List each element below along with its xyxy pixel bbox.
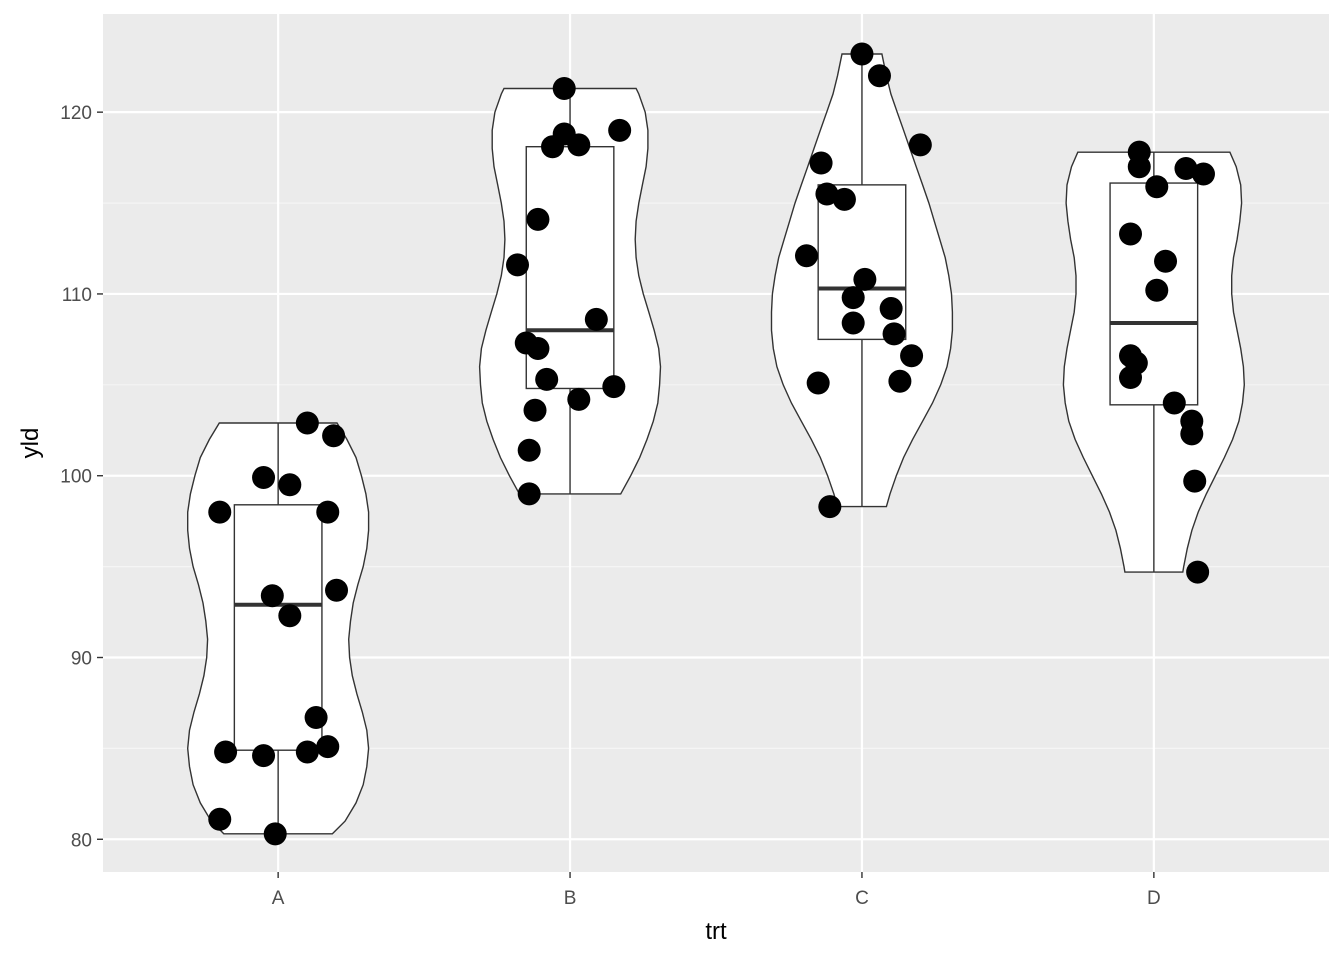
data-point-A-10 — [304, 705, 328, 729]
data-point-B-10 — [526, 336, 550, 360]
x-tick-label-C: C — [855, 888, 869, 909]
data-point-C-15 — [806, 371, 830, 395]
data-point-A-12 — [252, 744, 276, 768]
data-point-D-15 — [1183, 469, 1207, 493]
data-point-D-8 — [1145, 278, 1169, 302]
data-point-D-14 — [1180, 422, 1204, 446]
data-point-C-13 — [900, 344, 924, 368]
data-point-B-6 — [526, 207, 550, 231]
data-point-C-6 — [832, 187, 856, 211]
data-point-B-14 — [523, 398, 547, 422]
data-point-B-8 — [584, 307, 608, 331]
data-point-B-7 — [506, 253, 530, 277]
data-point-A-14 — [316, 735, 340, 759]
data-point-B-3 — [541, 135, 565, 159]
data-point-C-4 — [809, 151, 833, 175]
data-point-C-9 — [841, 286, 865, 310]
data-point-A-11 — [214, 740, 238, 764]
y-tick-label-90: 90 — [71, 649, 92, 670]
data-point-A-15 — [208, 807, 232, 831]
x-tick-label-B: B — [564, 888, 577, 909]
data-point-B-4 — [567, 133, 591, 157]
data-point-A-8 — [278, 604, 302, 628]
data-point-D-2 — [1127, 155, 1151, 179]
data-point-C-12 — [882, 322, 906, 346]
data-point-D-4 — [1191, 162, 1215, 186]
data-point-C-1 — [850, 42, 874, 66]
data-point-C-7 — [794, 244, 818, 268]
y-tick-label-100: 100 — [60, 467, 92, 488]
data-point-B-1 — [552, 77, 576, 101]
data-point-A-1 — [208, 500, 232, 524]
data-point-A-6 — [316, 500, 340, 524]
axes: 80 90 100 110 120 A B C D — [60, 103, 1160, 909]
data-point-B-11 — [535, 367, 559, 391]
data-point-A-2 — [252, 466, 276, 490]
data-point-A-4 — [295, 411, 319, 435]
data-point-C-14 — [888, 369, 912, 393]
data-point-C-10 — [879, 296, 903, 320]
data-point-A-5 — [322, 424, 346, 448]
data-point-A-13 — [295, 740, 319, 764]
data-point-B-16 — [517, 482, 541, 506]
data-point-D-11 — [1119, 366, 1143, 390]
y-axis-title: yld — [17, 428, 44, 459]
data-point-B-12 — [567, 387, 591, 411]
data-point-C-5 — [815, 182, 839, 206]
data-point-A-16 — [263, 822, 287, 846]
data-point-A-7 — [260, 584, 284, 608]
x-tick-label-A: A — [272, 888, 285, 909]
data-point-A-9 — [325, 578, 349, 602]
data-point-A-3 — [278, 473, 302, 497]
y-tick-label-120: 120 — [60, 103, 92, 124]
x-axis-title: trt — [705, 918, 727, 945]
data-point-B-5 — [608, 118, 632, 142]
data-point-D-16 — [1186, 560, 1210, 584]
y-tick-label-110: 110 — [62, 285, 92, 306]
y-tick-label-80: 80 — [71, 830, 92, 851]
data-point-C-16 — [818, 495, 842, 519]
data-point-D-5 — [1145, 175, 1169, 199]
data-point-D-6 — [1119, 222, 1143, 246]
data-point-D-7 — [1154, 249, 1178, 273]
data-point-C-11 — [841, 311, 865, 335]
x-tick-label-D: D — [1147, 888, 1161, 909]
jitter-points — [208, 42, 1215, 846]
data-point-C-2 — [867, 64, 891, 88]
box-A — [233, 504, 323, 751]
data-point-B-13 — [602, 375, 626, 399]
data-point-C-3 — [908, 133, 932, 157]
data-point-D-3 — [1174, 157, 1198, 181]
data-point-C-8 — [853, 267, 877, 291]
data-point-D-12 — [1162, 391, 1186, 415]
data-point-B-15 — [517, 438, 541, 462]
